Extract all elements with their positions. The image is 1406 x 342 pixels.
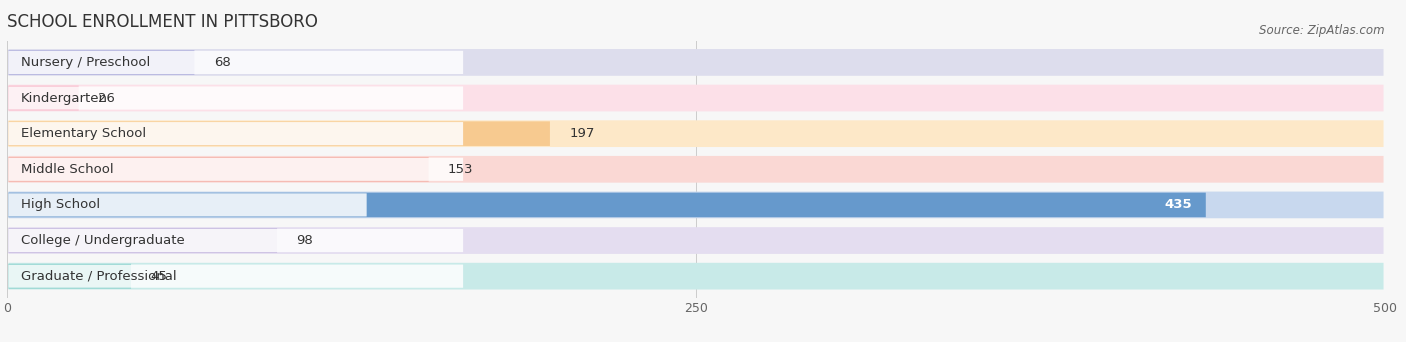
Text: 197: 197 xyxy=(569,127,595,140)
Text: Kindergarten: Kindergarten xyxy=(21,92,108,105)
FancyBboxPatch shape xyxy=(8,264,131,288)
FancyBboxPatch shape xyxy=(8,229,463,252)
FancyBboxPatch shape xyxy=(8,122,463,145)
Text: 45: 45 xyxy=(150,269,167,283)
Text: Middle School: Middle School xyxy=(21,163,114,176)
FancyBboxPatch shape xyxy=(8,265,463,288)
Text: Graduate / Professional: Graduate / Professional xyxy=(21,269,176,283)
FancyBboxPatch shape xyxy=(8,86,79,110)
FancyBboxPatch shape xyxy=(8,50,194,75)
Text: 68: 68 xyxy=(214,56,231,69)
FancyBboxPatch shape xyxy=(8,227,1384,254)
FancyBboxPatch shape xyxy=(8,192,1384,218)
FancyBboxPatch shape xyxy=(8,87,463,110)
Text: College / Undergraduate: College / Undergraduate xyxy=(21,234,184,247)
FancyBboxPatch shape xyxy=(8,156,1384,183)
FancyBboxPatch shape xyxy=(8,193,1206,217)
FancyBboxPatch shape xyxy=(8,193,367,216)
Text: 435: 435 xyxy=(1164,198,1192,211)
FancyBboxPatch shape xyxy=(8,228,277,253)
Text: Source: ZipAtlas.com: Source: ZipAtlas.com xyxy=(1260,24,1385,37)
FancyBboxPatch shape xyxy=(8,263,1384,290)
Text: 26: 26 xyxy=(98,92,115,105)
FancyBboxPatch shape xyxy=(8,120,1384,147)
FancyBboxPatch shape xyxy=(8,158,463,181)
FancyBboxPatch shape xyxy=(8,121,550,146)
Text: Nursery / Preschool: Nursery / Preschool xyxy=(21,56,150,69)
Text: SCHOOL ENROLLMENT IN PITTSBORO: SCHOOL ENROLLMENT IN PITTSBORO xyxy=(7,13,318,31)
FancyBboxPatch shape xyxy=(8,51,463,74)
FancyBboxPatch shape xyxy=(8,85,1384,111)
Text: High School: High School xyxy=(21,198,100,211)
FancyBboxPatch shape xyxy=(8,49,1384,76)
FancyBboxPatch shape xyxy=(8,157,429,182)
Text: Elementary School: Elementary School xyxy=(21,127,146,140)
Text: 153: 153 xyxy=(449,163,474,176)
Text: 98: 98 xyxy=(297,234,314,247)
